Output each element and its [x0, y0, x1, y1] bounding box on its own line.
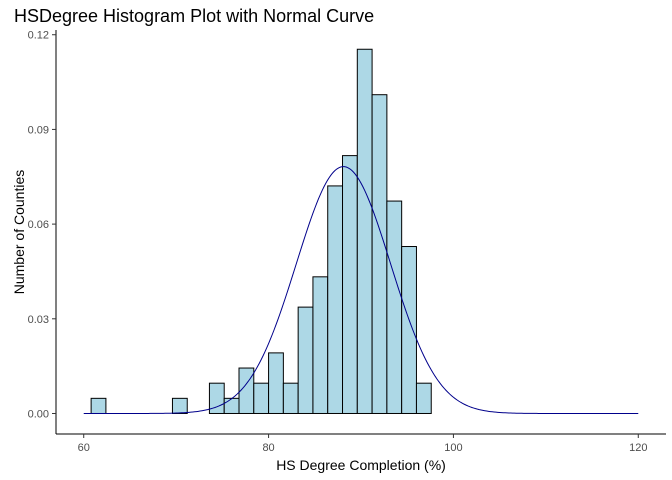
x-tick-label: 100	[444, 442, 462, 454]
x-axis-ticks: 60 80 100 120	[78, 434, 647, 454]
y-tick-label: 0.03	[28, 314, 49, 326]
histogram-bar	[327, 185, 344, 414]
x-axis-title: HS Degree Completion (%)	[276, 457, 446, 473]
y-tick-label: 0.12	[28, 30, 49, 42]
histogram-bar	[297, 306, 314, 414]
chart-title: HSDegree Histogram Plot with Normal Curv…	[14, 6, 375, 26]
histogram-bar	[253, 382, 270, 414]
y-tick-label: 0.00	[28, 408, 49, 420]
y-axis-ticks: 0.00 0.03 0.06 0.09 0.12	[28, 30, 56, 420]
histogram-bar	[312, 276, 329, 414]
histogram-bar	[268, 352, 284, 414]
x-tick-label: 120	[629, 442, 647, 454]
histogram-bar	[386, 200, 403, 414]
histogram-bar	[356, 48, 373, 414]
histogram-bar	[371, 94, 388, 414]
histogram-bar	[171, 397, 188, 414]
y-tick-label: 0.09	[28, 124, 49, 136]
histogram-bar	[415, 382, 432, 414]
x-tick-label: 80	[262, 442, 274, 454]
x-tick-label: 60	[78, 442, 90, 454]
histogram-bar	[223, 397, 240, 414]
histogram-bar	[342, 155, 358, 414]
histogram-bar	[282, 382, 299, 414]
histogram-bars	[90, 48, 432, 414]
normal-curve	[83, 166, 639, 414]
y-tick-label: 0.06	[28, 219, 49, 231]
histogram-bar	[401, 246, 417, 414]
y-axis-title: Number of Counties	[11, 170, 27, 295]
histogram-bar	[90, 397, 107, 414]
histogram-bar	[238, 367, 255, 414]
